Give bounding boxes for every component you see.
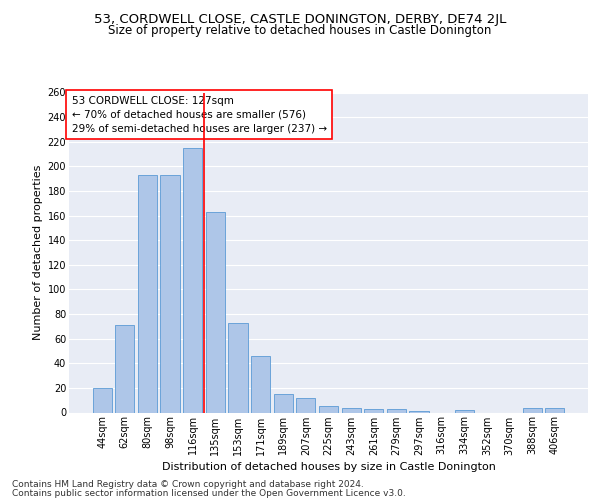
- Bar: [364, 409, 383, 412]
- Bar: [160, 175, 180, 412]
- Bar: [296, 398, 316, 412]
- Text: Size of property relative to detached houses in Castle Donington: Size of property relative to detached ho…: [109, 24, 491, 37]
- Bar: [274, 394, 293, 412]
- Bar: [138, 175, 157, 412]
- Bar: [206, 212, 225, 412]
- Bar: [387, 409, 406, 412]
- Bar: [523, 408, 542, 412]
- Bar: [455, 410, 474, 412]
- Text: Contains HM Land Registry data © Crown copyright and database right 2024.: Contains HM Land Registry data © Crown c…: [12, 480, 364, 489]
- Bar: [319, 406, 338, 412]
- Y-axis label: Number of detached properties: Number of detached properties: [34, 165, 43, 340]
- Bar: [183, 148, 202, 412]
- Bar: [545, 408, 565, 412]
- Bar: [229, 322, 248, 412]
- Bar: [92, 388, 112, 412]
- Bar: [341, 408, 361, 412]
- Bar: [115, 325, 134, 412]
- Text: 53, CORDWELL CLOSE, CASTLE DONINGTON, DERBY, DE74 2JL: 53, CORDWELL CLOSE, CASTLE DONINGTON, DE…: [94, 12, 506, 26]
- X-axis label: Distribution of detached houses by size in Castle Donington: Distribution of detached houses by size …: [161, 462, 496, 471]
- Text: Contains public sector information licensed under the Open Government Licence v3: Contains public sector information licen…: [12, 488, 406, 498]
- Text: 53 CORDWELL CLOSE: 127sqm
← 70% of detached houses are smaller (576)
29% of semi: 53 CORDWELL CLOSE: 127sqm ← 70% of detac…: [71, 96, 327, 134]
- Bar: [251, 356, 270, 412]
